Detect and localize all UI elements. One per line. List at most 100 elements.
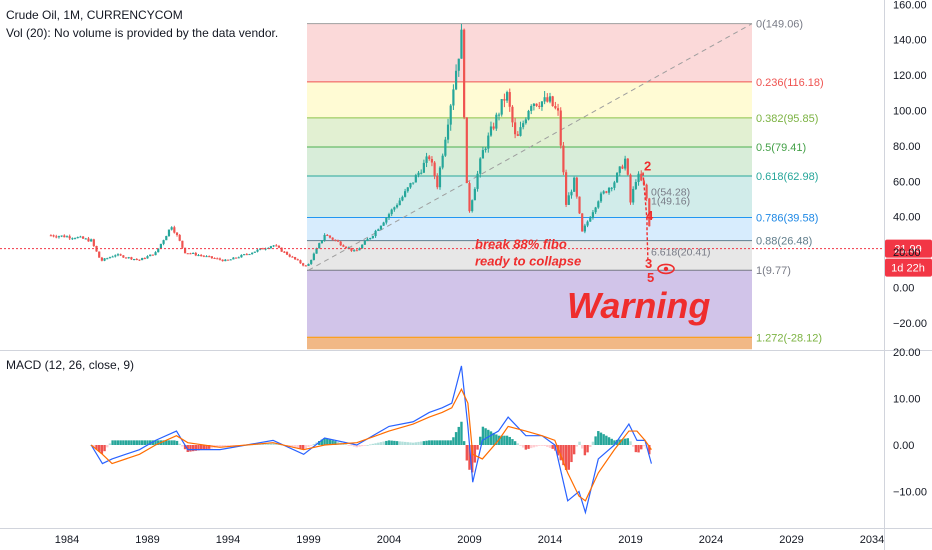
candle-body xyxy=(275,245,278,247)
macd-histogram-bar xyxy=(224,445,227,447)
candle-body xyxy=(570,191,573,196)
macd-histogram-bar xyxy=(205,445,208,450)
candle-body xyxy=(162,240,165,244)
candle-body xyxy=(404,191,407,197)
macd-histogram-bar xyxy=(374,443,377,445)
candle-body xyxy=(60,235,63,237)
candle-body xyxy=(597,201,600,208)
candle-body xyxy=(229,259,232,261)
candle-body xyxy=(632,188,635,203)
macd-histogram-bar xyxy=(411,442,415,445)
macd-histogram-bar xyxy=(621,439,624,445)
candle-body xyxy=(538,105,541,107)
macd-histogram-bar xyxy=(202,445,206,450)
candle-body xyxy=(610,187,613,189)
candle-body xyxy=(264,248,267,250)
candle-body xyxy=(390,209,393,215)
candle-body xyxy=(573,177,576,192)
macd-histogram-bar xyxy=(519,445,522,446)
macd-histogram-bar xyxy=(589,445,592,448)
candle-body xyxy=(304,265,307,267)
candle-body xyxy=(130,257,133,260)
macd-panel xyxy=(89,365,653,515)
candle-body xyxy=(57,236,61,238)
candle-body xyxy=(554,105,557,109)
macd-histogram-bar xyxy=(194,445,197,451)
candle-body xyxy=(82,236,85,239)
macd-histogram-bar xyxy=(634,445,638,453)
candle-body xyxy=(307,263,310,266)
macd-histogram-bar xyxy=(637,445,640,453)
fib-level-label: 0.5(79.41) xyxy=(756,142,806,154)
macd-histogram-bar xyxy=(114,440,117,445)
candle-body xyxy=(446,124,450,140)
price-axis-tick: 20.00 xyxy=(893,247,921,259)
macd-histogram-bar xyxy=(460,421,463,445)
fib-band xyxy=(307,217,752,241)
macd-histogram-bar xyxy=(556,445,560,456)
macd-histogram-bar xyxy=(296,445,299,449)
candle-body xyxy=(591,212,595,218)
candle-body xyxy=(629,174,632,203)
candle-body xyxy=(508,92,511,107)
macd-histogram-bar xyxy=(146,440,149,445)
candle-body xyxy=(468,183,471,212)
macd-histogram-bar xyxy=(597,431,600,445)
time-axis-tick: 1994 xyxy=(216,534,240,546)
candle-body xyxy=(100,257,103,261)
candle-body xyxy=(237,257,240,259)
macd-histogram-bar xyxy=(366,445,369,446)
fib-band xyxy=(307,270,752,338)
candle-body xyxy=(543,97,546,102)
macd-histogram-bar xyxy=(495,434,498,445)
countdown-value: 1d 22h xyxy=(891,263,925,275)
macd-histogram-bar xyxy=(138,440,141,445)
macd-histogram-bar xyxy=(344,444,348,446)
macd-histogram-bar xyxy=(181,445,184,447)
macd-histogram-bar xyxy=(623,438,627,445)
candle-body xyxy=(339,241,342,246)
macd-histogram-bar xyxy=(100,445,104,454)
candle-body xyxy=(479,158,482,174)
candle-body xyxy=(344,246,348,248)
candle-body xyxy=(503,99,506,101)
macd-histogram-bar xyxy=(183,445,187,450)
macd-histogram-bar xyxy=(189,445,192,452)
macd-histogram-bar xyxy=(438,440,442,445)
candle-body xyxy=(535,103,538,106)
macd-histogram-bar xyxy=(613,440,616,445)
macd-histogram-bar xyxy=(293,445,297,448)
macd-histogram-bar xyxy=(521,445,525,448)
time-axis-tick: 2024 xyxy=(699,534,723,546)
macd-histogram-bar xyxy=(473,445,477,463)
candle-body xyxy=(299,260,302,264)
candle-body xyxy=(272,245,275,247)
eye-icon-pupil xyxy=(663,266,669,272)
candle-body xyxy=(648,198,651,227)
candle-body xyxy=(326,234,329,236)
candle-body xyxy=(441,155,444,168)
macd-histogram-bar xyxy=(127,440,130,445)
fib-level-label: 1(9.77) xyxy=(756,265,791,277)
macd-histogram-bar xyxy=(272,442,275,445)
candle-body xyxy=(138,259,141,261)
macd-histogram-bar xyxy=(103,445,106,452)
macd-histogram-bar xyxy=(503,435,506,445)
candle-body xyxy=(589,217,592,222)
candle-body xyxy=(154,252,157,256)
macd-histogram-bar xyxy=(175,440,179,445)
candle-body xyxy=(626,158,629,175)
candle-body xyxy=(487,135,490,149)
candle-body xyxy=(226,259,230,261)
macd-histogram-bar xyxy=(334,441,337,445)
macd-histogram-bar xyxy=(409,442,412,445)
candle-body xyxy=(132,259,136,261)
candle-body xyxy=(514,122,517,135)
candle-body xyxy=(417,172,420,176)
macd-histogram-bar xyxy=(417,441,420,445)
chart-title: Crude Oil, 1M, CURRENCYCOM xyxy=(6,8,183,22)
candle-body xyxy=(122,255,125,258)
macd-histogram-bar xyxy=(446,440,450,445)
macd-histogram-bar xyxy=(505,435,509,445)
